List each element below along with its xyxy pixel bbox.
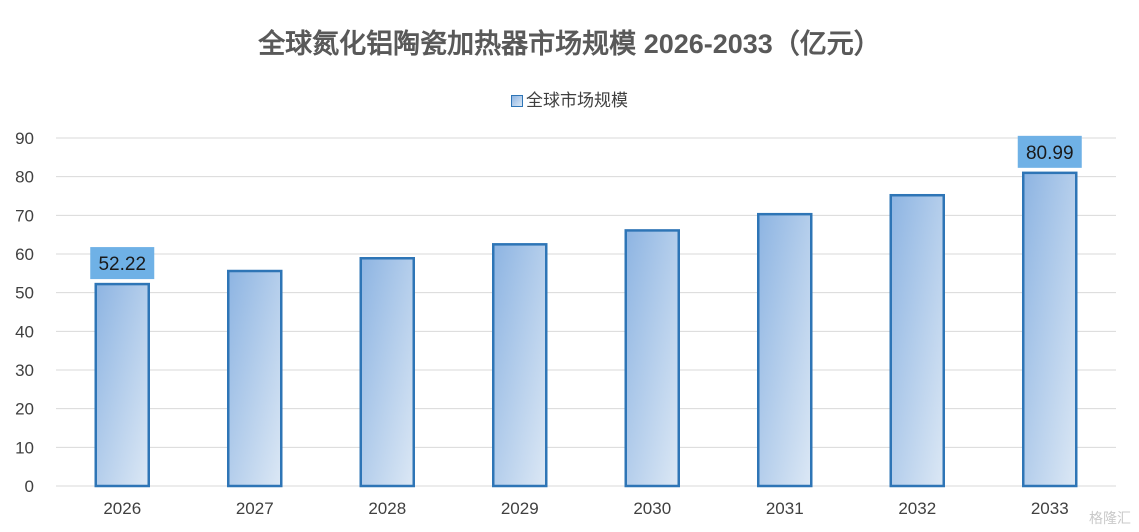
x-tick-label: 2030 [633, 499, 671, 518]
y-tick-label: 50 [15, 284, 34, 303]
bar [889, 193, 945, 488]
x-tick-label: 2033 [1031, 499, 1069, 518]
legend-swatch [511, 94, 523, 107]
data-label: 52.22 [98, 254, 146, 275]
watermark: 格隆汇 [1089, 510, 1131, 526]
y-tick-label: 60 [15, 245, 34, 264]
x-tick-label: 2029 [501, 499, 539, 518]
y-tick-label: 20 [15, 400, 34, 419]
bar [624, 229, 680, 488]
x-tick-label: 2027 [236, 499, 274, 518]
legend: 全球市场规模 [0, 86, 1139, 111]
y-tick-label: 70 [15, 206, 34, 225]
data-label: 80.99 [1026, 143, 1074, 164]
data-label-box [1017, 135, 1082, 168]
y-tick-label: 40 [15, 322, 34, 341]
bar [1022, 171, 1078, 488]
y-tick-label: 10 [15, 438, 34, 457]
legend-label: 全球市场规模 [526, 91, 628, 110]
y-tick-label: 90 [15, 129, 34, 148]
chart-title: 全球氮化铝陶瓷加热器市场规模 2026-2033（亿元） [258, 29, 881, 59]
x-tick-label: 2032 [898, 499, 936, 518]
x-tick-label: 2028 [368, 499, 406, 518]
x-tick-label: 2031 [766, 499, 804, 518]
y-tick-label: 0 [25, 477, 34, 496]
bar [227, 269, 283, 488]
bar [94, 282, 150, 488]
bar [359, 257, 415, 488]
data-label-box [90, 247, 155, 280]
y-tick-label: 80 [15, 168, 34, 187]
bar [492, 243, 548, 488]
bar [757, 212, 813, 488]
y-tick-label: 30 [15, 361, 34, 380]
x-tick-label: 2026 [103, 499, 141, 518]
